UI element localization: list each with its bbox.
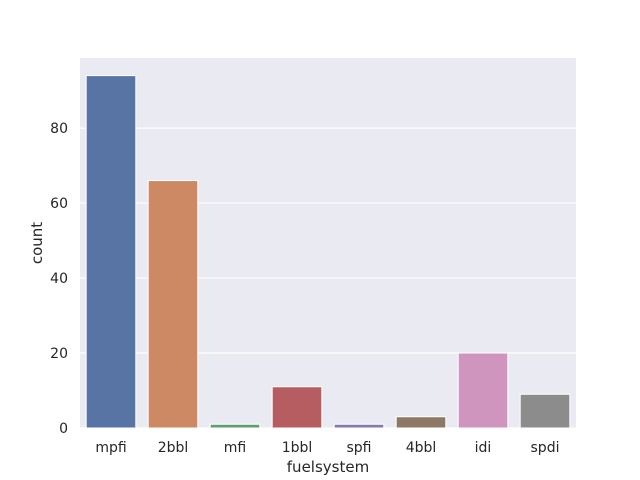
x-tick-label: mpfi	[95, 440, 126, 456]
bar-1bbl	[271, 386, 323, 429]
y-tick-label: 60	[50, 196, 68, 212]
x-tick-label: 1bbl	[282, 440, 313, 456]
x-tick-label: spfi	[347, 440, 372, 456]
y-axis-label: count	[28, 222, 46, 264]
x-tick-label: 2bbl	[158, 440, 189, 456]
bar-4bbl	[395, 416, 447, 429]
x-tick-labels: mpfi 2bbl mfi 1bbl spfi 4bbl idi spdi	[95, 440, 559, 456]
x-tick-label: idi	[475, 440, 492, 456]
bar-spfi	[333, 423, 385, 429]
y-tick-label: 20	[50, 346, 68, 362]
bar-2bbl	[147, 180, 199, 429]
bar-mfi	[209, 423, 261, 429]
y-tick-label: 80	[50, 121, 68, 137]
x-tick-label: mfi	[224, 440, 246, 456]
bar-idi	[457, 352, 509, 429]
x-axis-label: fuelsystem	[287, 458, 369, 476]
y-tick-labels: 0 20 40 60 80	[50, 121, 68, 437]
bars	[85, 75, 571, 429]
bar-spdi	[519, 393, 571, 429]
y-tick-label: 40	[50, 271, 68, 287]
x-tick-label: spdi	[531, 440, 560, 456]
y-tick-label: 0	[59, 421, 68, 437]
bar-mpfi	[85, 75, 137, 429]
x-tick-label: 4bbl	[406, 440, 437, 456]
